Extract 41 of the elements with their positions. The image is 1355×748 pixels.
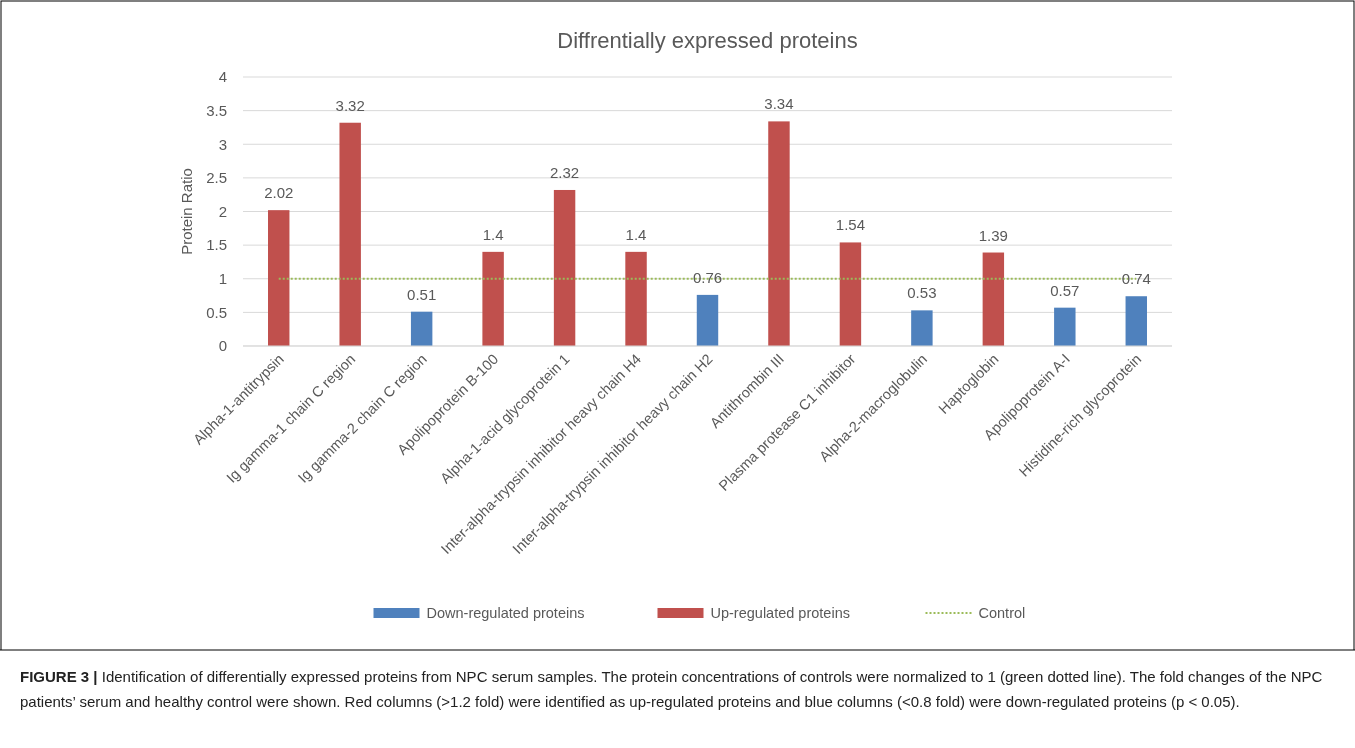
bar (839, 242, 862, 346)
y-tick-label: 3.5 (206, 101, 227, 119)
data-label: 0.74 (1121, 270, 1151, 288)
data-label: 0.53 (907, 284, 937, 302)
data-label: 1.39 (978, 226, 1008, 244)
data-label: 0.76 (692, 268, 723, 286)
legend-label: Control (978, 605, 1026, 621)
y-tick-label: 0.5 (206, 303, 227, 321)
y-tick-label: 1.5 (206, 236, 227, 254)
y-tick-label: 2 (218, 202, 227, 220)
y-axis-title: Protein Ratio (178, 168, 195, 255)
bar (768, 121, 790, 346)
chart-title: Diffrentially expressed proteins (557, 28, 858, 53)
bar (339, 122, 361, 346)
data-label: 1.54 (835, 216, 866, 234)
bar (1054, 307, 1076, 346)
bar (482, 251, 504, 346)
bar (1125, 296, 1147, 346)
data-label: 0.57 (1050, 281, 1080, 299)
y-tick-label: 2.5 (206, 169, 227, 187)
bar (982, 252, 1005, 346)
bar (625, 251, 647, 346)
data-label: 3.34 (764, 95, 794, 113)
y-tick-label: 3 (218, 135, 227, 153)
data-label: 3.32 (335, 96, 365, 114)
legend-label: Up-regulated proteins (710, 605, 850, 621)
data-label: 2.02 (264, 184, 294, 202)
bar (268, 210, 290, 346)
bar (911, 310, 933, 346)
data-label: 0.51 (407, 285, 437, 303)
caption: FIGURE 3 | Identification of differentially expressed proteins from NPC serum samples. The protein concentrations of controls were normalized to 1 (green dotted line). The fold changes of the NPC patients’ serum and healthy control were shown. Red columns (>1.2 fold) were identified as up-regulated proteins and blue columns (<0.8 fold) were down-regulated proteins (p < 0.05). (20, 667, 1324, 712)
y-tick-label: 0 (218, 337, 227, 355)
y-tick-label: 4 (218, 68, 227, 86)
data-label: 1.4 (482, 225, 504, 243)
bar (410, 311, 433, 346)
data-label: 2.32 (549, 163, 580, 181)
bar (553, 189, 576, 346)
legend-label: Down-regulated proteins (426, 605, 585, 621)
data-label: 1.4 (625, 225, 647, 243)
y-tick-label: 1 (218, 270, 227, 287)
bar (696, 294, 719, 346)
